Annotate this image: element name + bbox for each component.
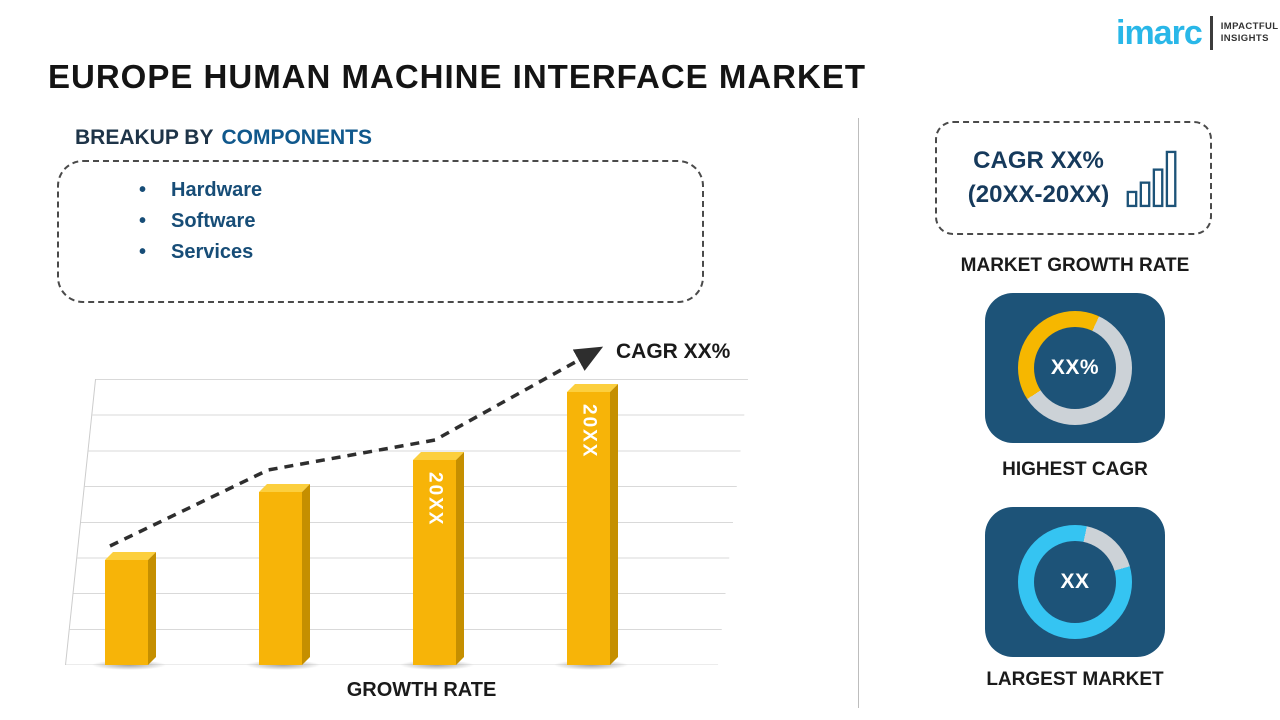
bar-shadow	[92, 660, 166, 670]
components-list: • Hardware • Software • Services	[59, 175, 702, 268]
market-growth-caption: MARKET GROWTH RATE	[960, 255, 1190, 276]
logo-tagline-bottom: INSIGHTS	[1220, 33, 1269, 44]
component-item: • Hardware	[139, 175, 702, 206]
bar-4: 20XX	[567, 392, 610, 665]
logo-tagline: IMPACTFUL INSIGHTS	[1221, 21, 1279, 46]
logo-tagline-top: IMPACTFUL	[1220, 20, 1279, 32]
largest-market-caption: LARGEST MARKET	[986, 669, 1164, 690]
chart-gridlines	[65, 379, 749, 665]
bullet-icon: •	[139, 241, 147, 263]
largest-market-donut: XX	[1018, 525, 1132, 639]
largest-market-card: XX	[985, 507, 1165, 657]
bar-shadow	[554, 660, 628, 670]
largest-market-value: XX	[1060, 570, 1090, 593]
page-title: EUROPE HUMAN MACHINE INTERFACE MARKET	[48, 58, 867, 95]
component-label: Hardware	[171, 179, 263, 201]
bullet-icon: •	[139, 210, 147, 232]
component-label: Software	[171, 210, 256, 232]
growth-card-line2: (20XX-20XX)	[967, 181, 1110, 208]
bar-3: 20XX	[413, 460, 456, 665]
components-box: • Hardware • Software • Services	[57, 160, 704, 303]
bar-chart-plot: 20XX 20XX	[65, 379, 749, 670]
highest-cagr-value: XX%	[1050, 356, 1100, 379]
breakup-heading: BREAKUP BY COMPONENTS	[75, 126, 372, 150]
bar-chart-icon	[1126, 150, 1177, 208]
bar-1	[105, 560, 148, 665]
component-label: Services	[171, 241, 254, 263]
market-growth-card: CAGR XX% (20XX-20XX)	[935, 121, 1212, 235]
bar-2	[259, 492, 302, 665]
breakup-prefix: BREAKUP BY	[75, 126, 214, 149]
imarc-logo-text: imarc	[1116, 14, 1203, 52]
highest-cagr-donut: XX%	[1018, 311, 1132, 425]
highest-cagr-caption: HIGHEST CAGR	[1002, 459, 1148, 480]
bar-shadow	[246, 660, 320, 670]
imarc-logo: imarc IMPACTFUL INSIGHTS	[1116, 16, 1279, 50]
growth-card-line1: CAGR XX%	[973, 147, 1104, 175]
section-divider	[858, 118, 859, 708]
x-axis-label: GROWTH RATE	[346, 679, 497, 701]
logo-divider	[1209, 16, 1213, 50]
component-item: • Software	[139, 206, 702, 237]
component-item: • Services	[139, 237, 702, 268]
highest-cagr-card: XX%	[985, 293, 1165, 443]
bullet-icon: •	[139, 179, 147, 201]
bar-year-label: 20XX	[424, 472, 446, 527]
bar-year-label: 20XX	[578, 404, 600, 459]
breakup-highlight: COMPONENTS	[221, 126, 372, 149]
trend-cagr-label: CAGR XX%	[616, 340, 731, 363]
bar-shadow	[400, 660, 474, 670]
growth-card-text: CAGR XX% (20XX-20XX)	[968, 144, 1109, 211]
